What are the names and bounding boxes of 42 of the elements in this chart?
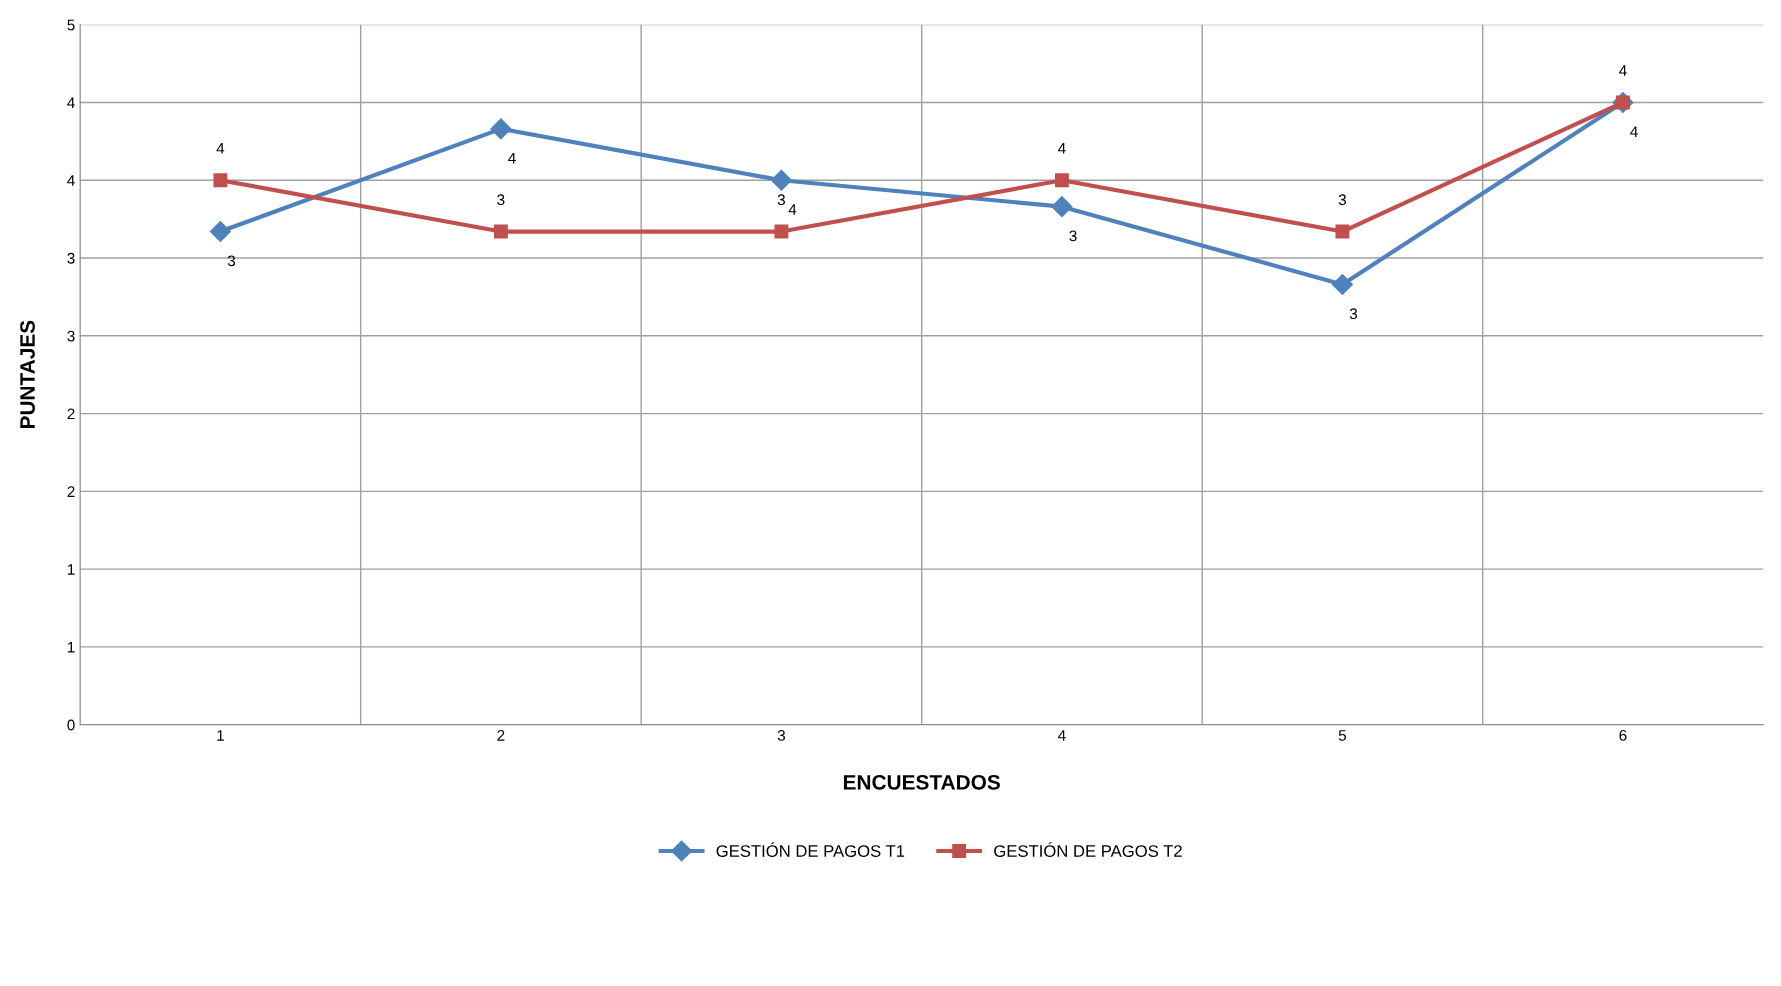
data-label: 4 [788,204,797,215]
point [1054,173,1069,188]
data-label: 3 [497,194,505,206]
data-label: 3 [227,255,236,267]
point [770,169,792,191]
data-label: 3 [1338,194,1347,206]
legend-label: GESTIÓN DE PAGOS T1 [716,842,905,857]
y-tick-label: 1 [67,641,75,653]
y-tick-label: 3 [67,330,75,342]
data-label: 4 [1630,126,1638,137]
data-label: 4 [1058,143,1066,154]
data-label: 3 [1069,230,1077,242]
point [1331,273,1353,295]
y-tick-label: 2 [67,408,75,420]
point [493,224,508,239]
legend-label: GESTIÓN DE PAGOS T2 [994,842,1182,857]
y-tick-label: 4 [67,97,75,108]
point [1335,224,1350,239]
y-axis-title: PUNTAJES [20,320,35,429]
point [490,118,512,140]
y-tick-label: 2 [67,486,75,497]
x-tick-label: 5 [1338,730,1347,741]
x-axis-title: ENCUESTADOS [843,774,1000,790]
y-tick-label: 1 [67,564,75,575]
data-label: 4 [216,143,225,154]
y-tick-label: 4 [67,175,75,186]
point [213,173,228,188]
x-tick-label: 3 [777,729,785,741]
data-label: 3 [777,194,785,206]
x-tick-label: 6 [1619,729,1627,741]
y-tick-label: 5 [67,19,75,31]
y-tick-label: 3 [67,252,75,264]
x-tick-label: 1 [217,730,224,741]
point [209,221,231,243]
data-label: 4 [1619,65,1627,76]
point [774,224,789,239]
data-label: 3 [1349,308,1358,320]
point [1051,196,1073,218]
data-label: 4 [508,152,516,164]
x-tick-label: 4 [1058,730,1066,741]
y-tick-label: 0 [67,719,75,731]
x-tick-label: 2 [497,729,505,741]
